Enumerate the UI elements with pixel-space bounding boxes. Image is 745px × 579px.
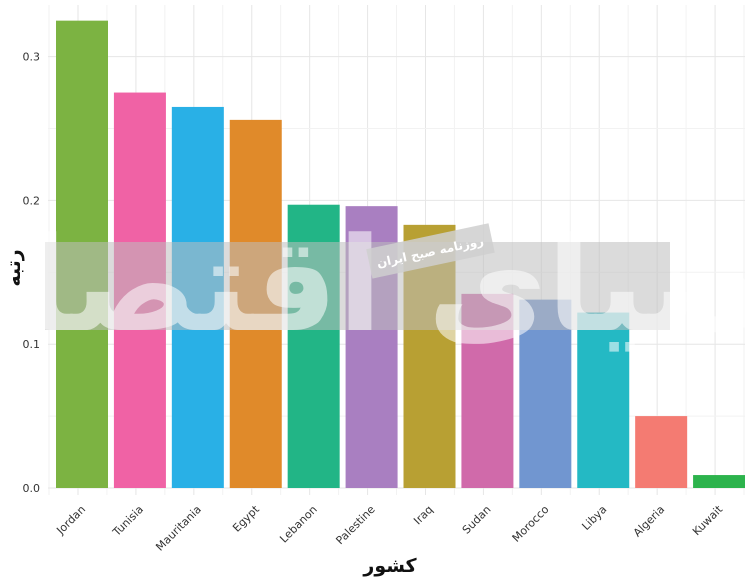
x-tick-label: Sudan xyxy=(460,503,494,537)
bar-libya xyxy=(577,312,630,488)
bar-kuwait xyxy=(693,475,745,488)
x-tick-label: Egypt xyxy=(230,502,262,534)
y-tick-label: 0.0 xyxy=(23,482,41,495)
bar-morocco xyxy=(519,299,572,488)
y-tick-label: 0.3 xyxy=(23,51,41,64)
x-tick-label: Lebanon xyxy=(277,503,320,546)
y-tick-label: 0.1 xyxy=(23,338,41,351)
x-tick-label: Jordan xyxy=(53,503,88,538)
x-tick-label: Mauritania xyxy=(153,503,204,554)
x-tick-label: Libya xyxy=(579,503,609,533)
x-axis-title: کشور xyxy=(362,555,417,577)
y-axis-ticks: 0.0 0.1 0.2 0.3 xyxy=(23,51,41,495)
x-tick-label: Iraq xyxy=(411,503,435,527)
bar-algeria xyxy=(635,416,688,488)
x-tick-label: Kuwait xyxy=(690,502,726,538)
watermark-logo-box xyxy=(366,223,495,279)
y-axis-title: رتبه xyxy=(3,249,25,286)
x-tick-label: Algeria xyxy=(631,503,668,540)
watermark-text: دنیای اقتصاد xyxy=(0,209,745,361)
x-axis-ticks: Jordan Tunisia Mauritania Egypt Lebanon Pales… xyxy=(53,502,725,553)
x-tick-label: Morocco xyxy=(510,503,552,545)
x-tick-label: Tunisia xyxy=(110,503,146,539)
x-tick-label: Palestine xyxy=(333,503,377,547)
y-tick-label: 0.2 xyxy=(23,194,41,207)
watermark-band xyxy=(45,242,670,330)
watermark: دنیای اقتصاد روزنامه صبح ایران xyxy=(0,209,745,361)
